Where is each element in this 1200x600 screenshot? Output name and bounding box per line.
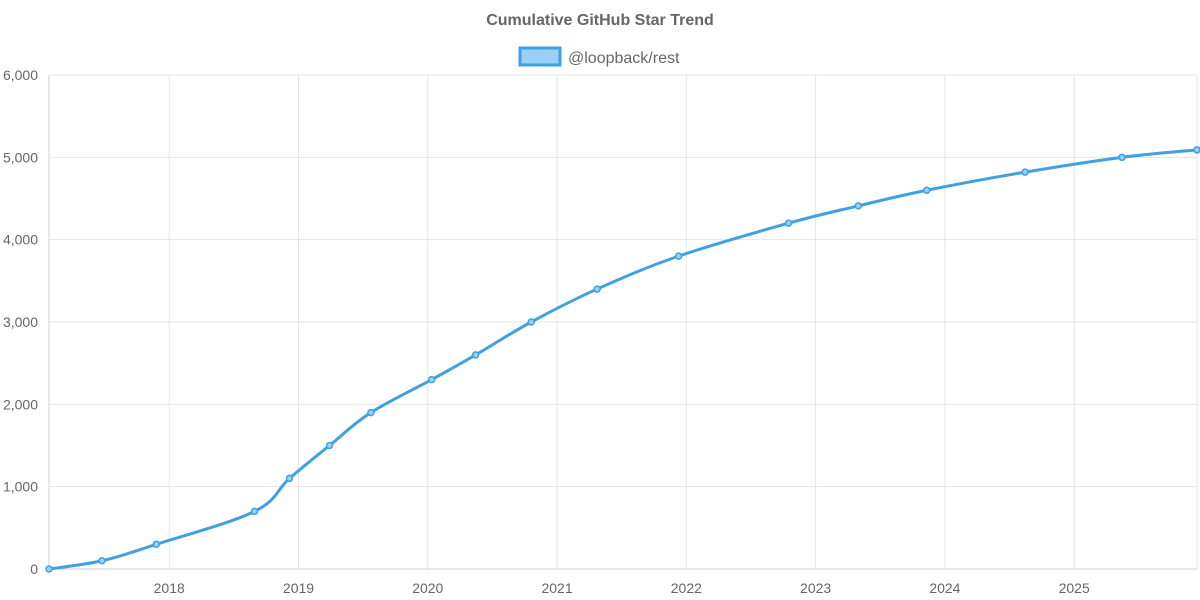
data-point[interactable] xyxy=(854,202,863,210)
data-point[interactable] xyxy=(285,474,294,483)
x-tick-label: 2021 xyxy=(541,580,572,596)
y-tick-label: 3,000 xyxy=(3,314,38,330)
x-tick-label: 2022 xyxy=(671,580,702,596)
x-tick-label: 2020 xyxy=(412,580,443,596)
data-point[interactable] xyxy=(427,375,436,384)
series-layer xyxy=(45,146,1200,573)
y-axis-tick-labels: 0 1,000 2,000 3,000 4,000 5,000 6,000 xyxy=(3,67,38,577)
data-point[interactable] xyxy=(1193,146,1200,154)
data-point[interactable] xyxy=(367,408,375,417)
legend[interactable]: @loopback/rest xyxy=(518,46,680,67)
data-point[interactable] xyxy=(471,351,480,359)
x-tick-label: 2019 xyxy=(283,580,314,596)
data-point[interactable] xyxy=(325,441,334,450)
x-tick-label: 2024 xyxy=(929,580,960,596)
y-tick-label: 5,000 xyxy=(3,149,38,165)
chart-title: Cumulative GitHub Star Trend xyxy=(486,12,714,29)
y-tick-label: 4,000 xyxy=(3,232,38,248)
x-tick-label: 2025 xyxy=(1059,580,1090,596)
series-line xyxy=(47,148,1199,571)
data-point[interactable] xyxy=(250,507,259,516)
x-tick-label: 2018 xyxy=(154,580,185,596)
data-point[interactable] xyxy=(1021,168,1029,176)
x-axis-tick-labels: 2018 2019 2020 2021 2022 2023 2024 2025 xyxy=(154,580,1090,596)
axes xyxy=(48,75,1198,570)
y-tick-label: 6,000 xyxy=(3,67,38,83)
y-tick-label: 2,000 xyxy=(3,396,38,412)
legend-label[interactable]: @loopback/rest xyxy=(568,50,680,67)
y-tick-label: 0 xyxy=(30,561,38,577)
data-point[interactable] xyxy=(1118,153,1126,162)
x-tick-label: 2023 xyxy=(800,580,831,596)
y-tick-label: 1,000 xyxy=(3,479,38,495)
data-point[interactable] xyxy=(923,186,931,195)
data-point[interactable] xyxy=(674,252,683,260)
legend-swatch[interactable] xyxy=(518,46,562,67)
data-point[interactable] xyxy=(45,565,53,573)
data-point[interactable] xyxy=(152,540,161,549)
data-point[interactable] xyxy=(98,557,106,565)
data-point[interactable] xyxy=(784,219,793,227)
data-point[interactable] xyxy=(593,285,601,293)
data-point[interactable] xyxy=(527,318,535,326)
grid-lines xyxy=(49,74,1197,569)
